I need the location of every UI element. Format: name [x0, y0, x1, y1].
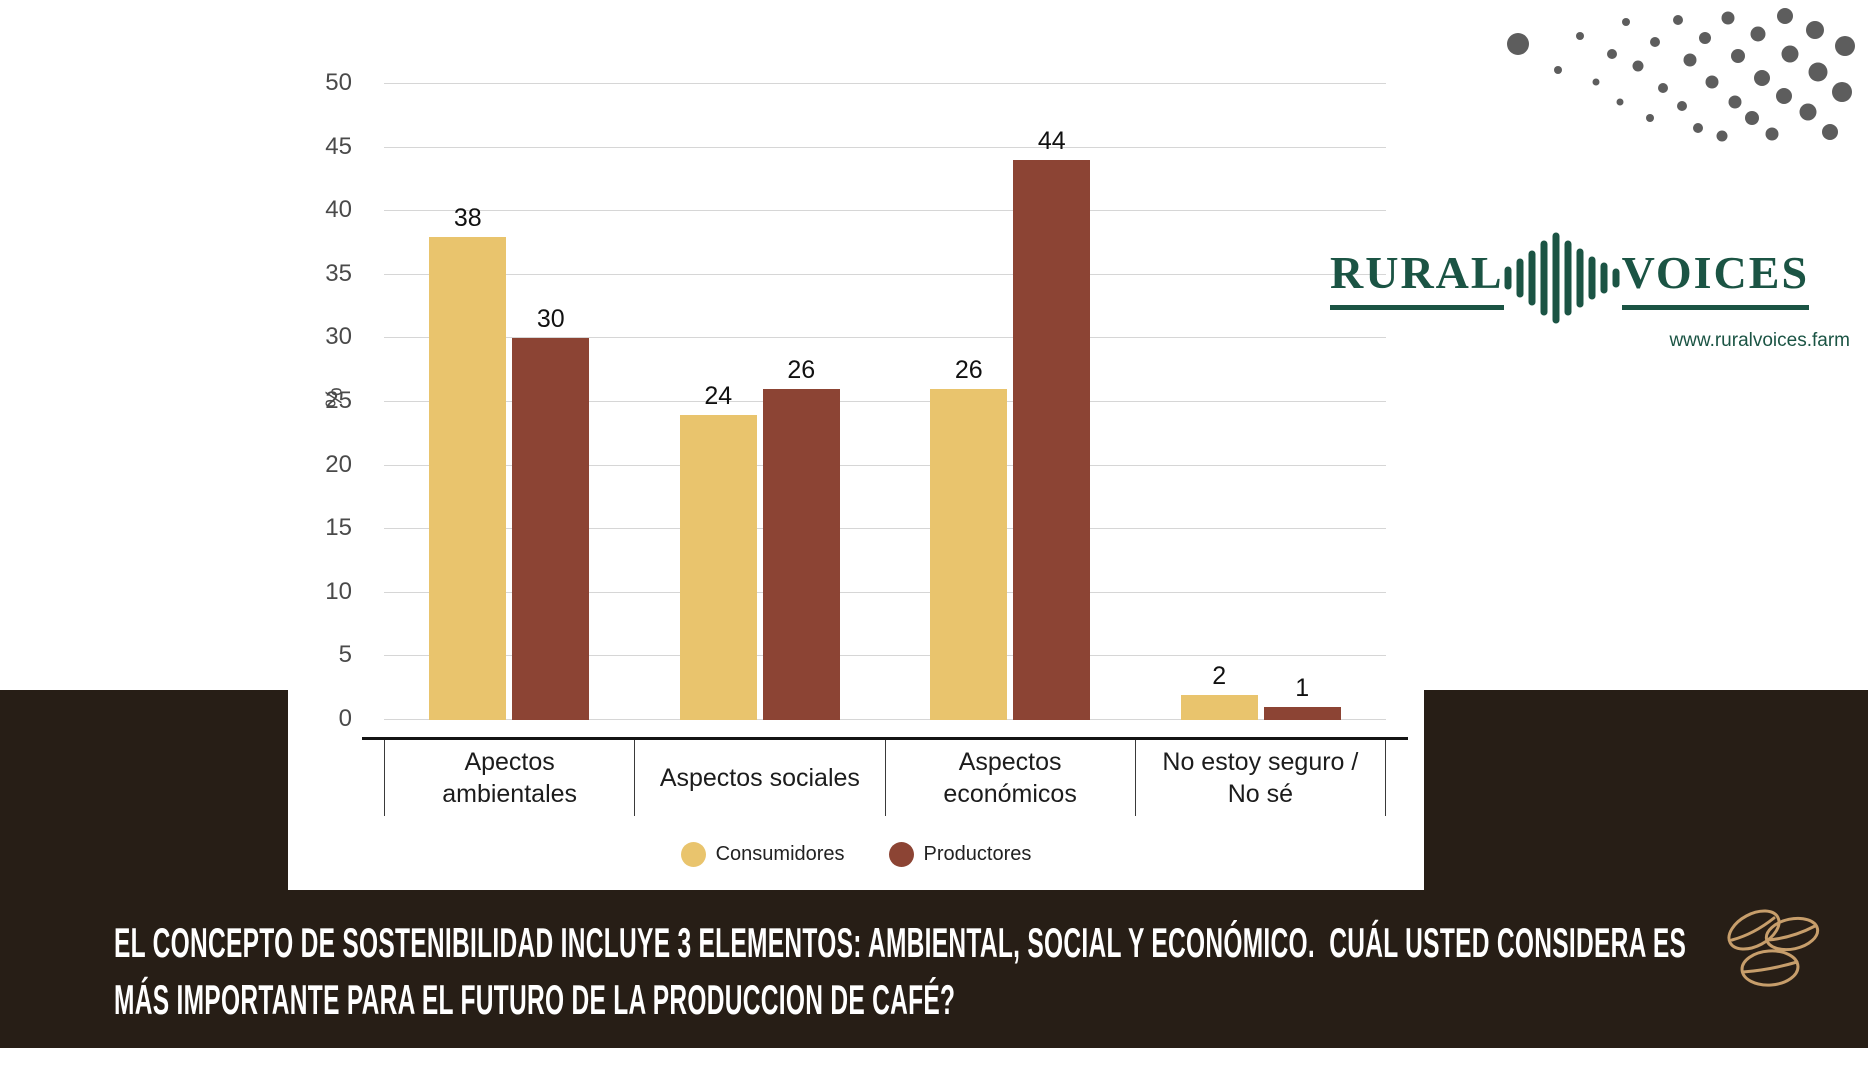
y-tick-label: 30: [325, 323, 352, 351]
bar-consumidores: 26: [930, 84, 1008, 720]
bar-group: 26 44: [885, 84, 1136, 720]
bar-value-label: 24: [704, 381, 733, 410]
y-tick-label: 0: [338, 705, 352, 732]
chart-panel: % 38 30 24 26 26 44 2 1 0 5 10 15 20 25 30 35 40 45 50 Ap…: [288, 0, 1424, 890]
logo-row: RURAL VOICES: [1330, 232, 1850, 324]
y-tick-label: 40: [325, 196, 352, 224]
bar-groups: 38 30 24 26 26 44 2 1: [384, 84, 1386, 720]
legend-label: Productores: [923, 843, 1032, 865]
x-axis-categories: Apectos ambientales Aspectos sociales Aspe…: [384, 740, 1386, 816]
logo-url: www.ruralvoices.farm: [1669, 330, 1850, 351]
gridline: [384, 528, 1386, 530]
gridline: [384, 401, 1386, 402]
y-tick-label: 25: [325, 387, 352, 414]
logo-word-voices: VOICES: [1621, 246, 1810, 310]
dots-pattern: [1507, 8, 1855, 142]
bar: [762, 389, 840, 720]
bar-productores: 1: [1263, 84, 1341, 720]
bar-value-label: 2: [1212, 661, 1227, 690]
y-tick-label: 45: [325, 132, 352, 160]
bar-value-label: 38: [453, 203, 482, 232]
y-tick-label: 15: [325, 514, 352, 542]
gridline: [384, 719, 1386, 720]
gridline: [384, 655, 1386, 657]
legend-swatch: [680, 842, 706, 867]
gridline: [384, 591, 1386, 593]
caption-line-1: EL CONCEPTO DE SOSTENIBILIDAD INCLUYE 3 …: [114, 919, 1687, 966]
gridline: [384, 464, 1386, 466]
y-tick-label: 20: [325, 450, 352, 478]
legend-item: Consumidores: [680, 842, 845, 867]
bar: [429, 236, 507, 720]
bar-consumidores: 38: [429, 84, 507, 720]
category-label: Aspectos sociales: [634, 740, 884, 816]
bar-productores: 26: [762, 84, 840, 720]
legend-swatch: [888, 842, 914, 867]
category-label: Aspectos económicos: [884, 740, 1135, 816]
coffee-beans-icon: [1727, 909, 1820, 987]
bar-consumidores: 24: [679, 84, 757, 720]
y-tick-label: 5: [338, 641, 352, 669]
bar: [1013, 160, 1091, 720]
bar-value-label: 26: [787, 356, 816, 385]
gridline: [384, 337, 1386, 339]
caption-line-2: MÁS IMPORTANTE PARA EL FUTURO DE LA PROD…: [114, 975, 956, 1023]
bar: [1263, 707, 1341, 720]
legend-label: Consumidores: [715, 843, 845, 865]
bar: [679, 414, 757, 720]
category-label: Apectos ambientales: [384, 740, 634, 816]
bar-value-label: 30: [536, 305, 565, 334]
bar-chart: % 38 30 24 26 26 44 2 1 0 5 10 15 20 25 30 35 40 45 50: [321, 69, 1386, 732]
bar-value-label: 26: [954, 356, 983, 385]
gridline: [384, 210, 1386, 212]
bar-group: 24 26: [635, 84, 886, 720]
bar-value-label: 44: [1037, 127, 1066, 156]
caption-text: EL CONCEPTO DE SOSTENIBILIDAD INCLUYE 3 …: [114, 915, 1686, 1028]
legend-item: Productores: [888, 842, 1032, 867]
gridline: [384, 146, 1386, 148]
waveform-icon: [1504, 232, 1620, 324]
bar: [512, 338, 590, 720]
rural-voices-logo: RURAL VOICES www.ruralvoices.farm: [1330, 232, 1850, 352]
y-tick-label: 35: [325, 259, 352, 287]
gridline: [384, 273, 1386, 275]
bar-productores: 30: [512, 84, 590, 720]
bar: [1180, 694, 1258, 720]
bar-value-label: 1: [1295, 674, 1310, 703]
y-tick-label: 10: [325, 577, 352, 605]
logo-word-rural: RURAL: [1330, 246, 1504, 310]
chart-legend: Consumidores Productores: [288, 842, 1424, 867]
question-caption: EL CONCEPTO DE SOSTENIBILIDAD INCLUYE 3 …: [114, 915, 1868, 1028]
bar-group: 38 30: [384, 84, 635, 720]
bar-productores: 44: [1013, 84, 1091, 720]
bar: [930, 389, 1008, 720]
category-label: No estoy seguro / No sé: [1134, 740, 1386, 816]
y-tick-label: 50: [325, 69, 352, 96]
bar-consumidores: 2: [1180, 84, 1258, 720]
x-axis-line: [362, 737, 1408, 740]
gridline: [384, 83, 1386, 84]
